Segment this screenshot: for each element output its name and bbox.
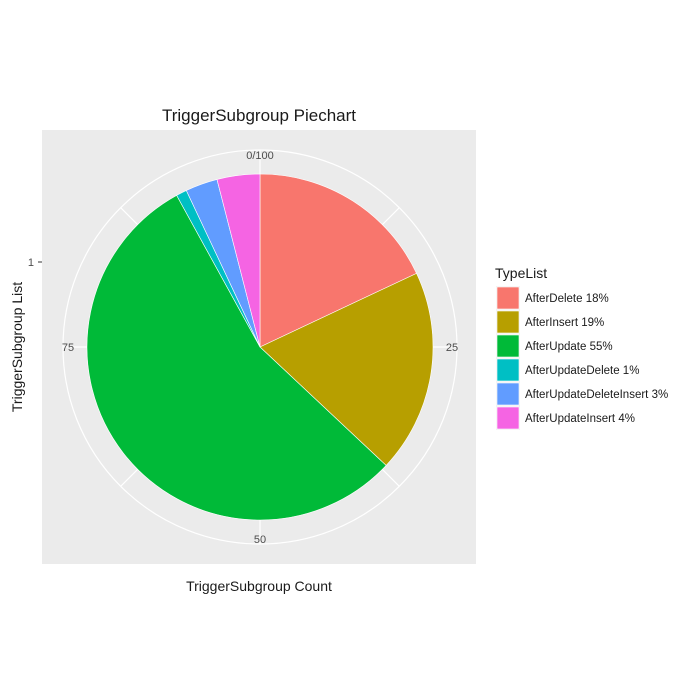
legend-label-1: AfterInsert 19% (525, 317, 604, 329)
legend-swatch-0 (496, 286, 520, 310)
legend-label-2: AfterUpdate 55% (525, 341, 613, 353)
legend-label-0: AfterDelete 18% (525, 293, 609, 305)
chart-title: TriggerSubgroup Piechart (162, 106, 356, 125)
y-tick-label: 1 (28, 257, 34, 269)
legend: TypeList AfterDelete 18%AfterInsert 19%A… (495, 265, 668, 430)
theta-tick-label: 50 (254, 534, 266, 546)
legend-swatch-2 (496, 334, 520, 358)
pie-slice-0 (259, 173, 417, 348)
legend-swatch-5 (496, 406, 520, 430)
theta-tick-label: 25 (446, 342, 458, 354)
legend-label-4: AfterUpdateDeleteInsert 3% (525, 389, 668, 401)
pie-slice-1 (259, 272, 434, 466)
legend-title: TypeList (495, 265, 547, 281)
pie-slice-5 (216, 173, 261, 348)
legend-swatch-1 (496, 310, 520, 334)
theta-tick-label: 0/100 (246, 150, 274, 162)
y-axis-title: TriggerSubgroup List (9, 282, 25, 412)
legend-label-5: AfterUpdateInsert 4% (525, 413, 635, 425)
legend-swatch-3 (496, 358, 520, 382)
legend-swatch-4 (496, 382, 520, 406)
theta-tick-labels: 0/100 25 50 75 (62, 150, 458, 546)
legend-items: AfterDelete 18% AfterInsert 19% AfterUpdat… (496, 286, 668, 430)
theta-tick-label: 75 (62, 342, 74, 354)
x-axis-title: TriggerSubgroup Count (186, 578, 332, 594)
pie-slice-2 (86, 194, 387, 521)
pie-slices (86, 173, 434, 521)
legend-label-3: AfterUpdateDelete 1% (525, 365, 639, 377)
